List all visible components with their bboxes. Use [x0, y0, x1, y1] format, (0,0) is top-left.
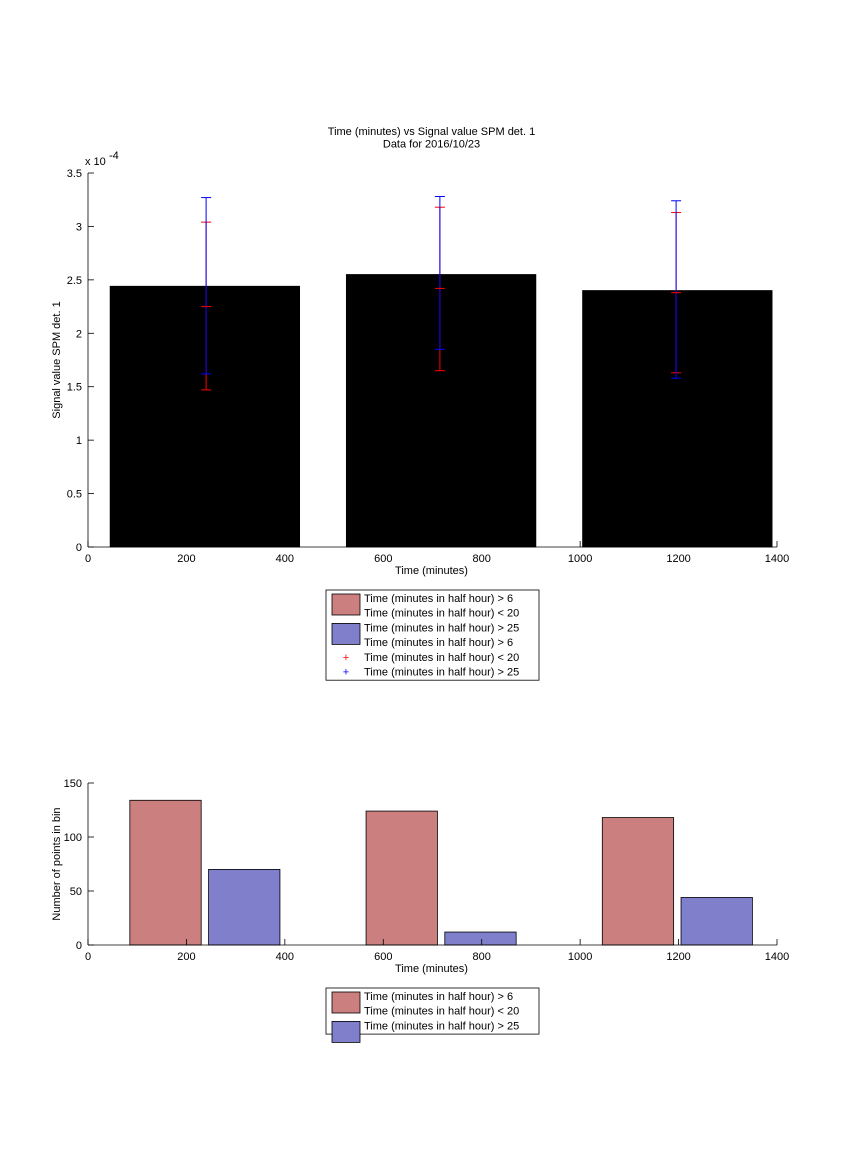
x-tick-label: 600	[374, 553, 392, 565]
chart-title: Data for 2016/10/23	[383, 139, 480, 151]
legend-label: Time (minutes in half hour) > 25	[364, 622, 519, 634]
x-tick-label: 400	[276, 553, 294, 565]
x-tick-label: 600	[374, 951, 392, 963]
legend: Time (minutes in half hour) > 6 Time (min…	[325, 987, 540, 1043]
x-tick-label: 200	[177, 553, 195, 565]
chart-title: Time (minutes) vs Signal value SPM det. …	[328, 126, 535, 138]
legend-label: Time (minutes in half hour) > 6	[364, 593, 513, 605]
chart-panel-0: 0 200 400 600 800 1000 1200 1400 0 0.5 1 1.5 2 2.5 3 3.…	[51, 126, 789, 681]
bar	[444, 931, 517, 946]
legend-label: Time (minutes in half hour) > 25	[364, 1020, 519, 1032]
y-tick-label: 2.5	[67, 275, 82, 287]
legend-label: Time (minutes in half hour) < 20	[364, 652, 519, 664]
chart-panel-1: 0 200 400 600 800 1000 1200 1400 0 50 100 150 Time (…	[51, 778, 789, 1043]
x-tick-label: 1200	[666, 951, 690, 963]
y-tick-label: 3	[76, 221, 82, 233]
legend-box	[325, 589, 540, 681]
legend-swatch	[331, 623, 361, 645]
x-tick-label: 800	[473, 553, 491, 565]
bar	[582, 290, 773, 548]
x-tick-label: 1000	[568, 553, 592, 565]
legend-swatch	[331, 1021, 361, 1043]
x-tick-label: 1400	[765, 951, 789, 963]
y-tick-label: 1	[76, 435, 82, 447]
legend-marker: +	[343, 667, 349, 679]
bar	[345, 274, 537, 548]
legend-label: Time (minutes in half hour) < 20	[364, 608, 519, 620]
legend-label: Time (minutes in half hour) > 6	[364, 991, 513, 1003]
y-tick-label: 50	[70, 886, 82, 898]
bar	[129, 799, 202, 946]
y-exponent-power: -4	[109, 150, 119, 162]
x-tick-label: 1000	[568, 951, 592, 963]
legend-swatch	[331, 593, 361, 616]
bar	[680, 897, 753, 946]
legend-marker: +	[343, 652, 349, 664]
x-tick-label: 800	[473, 951, 491, 963]
y-axis-label: Number of points in bin	[51, 807, 63, 920]
x-tick-label: 0	[85, 951, 91, 963]
y-exponent-label: x 10	[85, 156, 106, 168]
y-tick-label: 100	[64, 832, 82, 844]
x-axis-label: Time (minutes)	[395, 963, 468, 975]
legend-swatch	[331, 991, 361, 1014]
legend-label: Time (minutes in half hour) < 20	[364, 1006, 519, 1018]
y-tick-label: 3.5	[67, 168, 82, 180]
bar	[208, 869, 281, 946]
x-tick-label: 400	[276, 951, 294, 963]
x-tick-label: 1400	[765, 553, 789, 565]
x-tick-label: 200	[177, 951, 195, 963]
y-tick-label: 150	[64, 778, 82, 790]
x-axis-label: Time (minutes)	[395, 565, 468, 577]
y-tick-label: 0.5	[67, 489, 82, 501]
bar	[365, 810, 438, 946]
legend-label: Time (minutes in half hour) > 25	[364, 667, 519, 679]
x-tick-label: 0	[85, 553, 91, 565]
y-tick-label: 2	[76, 328, 82, 340]
legend-box	[325, 987, 540, 1035]
y-tick-label: 0	[76, 542, 82, 554]
legend-label: Time (minutes in half hour) > 6	[364, 637, 513, 649]
bar	[109, 285, 301, 548]
bar	[601, 817, 675, 946]
y-tick-label: 1.5	[67, 382, 82, 394]
legend: Time (minutes in half hour) > 6 Time (min…	[325, 589, 540, 681]
x-tick-label: 1200	[666, 553, 690, 565]
y-axis-label: Signal value SPM det. 1	[51, 301, 63, 418]
y-tick-label: 0	[76, 940, 82, 952]
